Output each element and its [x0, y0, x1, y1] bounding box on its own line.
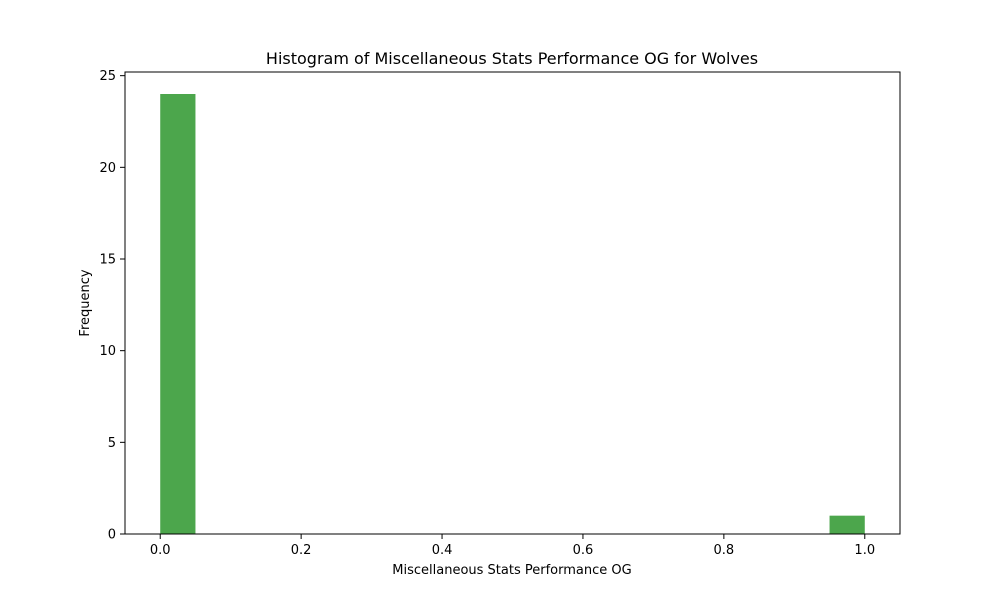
y-tick-label: 15: [99, 253, 116, 268]
y-axis-ticks: 0 5 10 15 20 25: [99, 69, 125, 543]
x-axis-ticks: 0.0 0.2 0.4 0.6 0.8 1.0: [150, 534, 875, 558]
histogram-bar-1: [829, 515, 865, 534]
y-tick-label: 25: [99, 69, 116, 84]
y-axis-label: Frequency: [78, 269, 93, 336]
y-tick-label: 0: [108, 528, 116, 543]
y-tick-label: 5: [108, 436, 116, 451]
x-tick-label: 0.0: [150, 543, 171, 558]
x-tick-label: 0.4: [432, 543, 453, 558]
y-tick-label: 20: [99, 161, 116, 176]
y-tick-label: 10: [99, 344, 116, 359]
histogram-bar-0: [160, 94, 196, 534]
x-tick-label: 0.6: [573, 543, 594, 558]
x-tick-label: 1.0: [854, 543, 875, 558]
plot-area-frame: [124, 71, 901, 535]
x-tick-label: 0.8: [714, 543, 735, 558]
x-axis-label: Miscellaneous Stats Performance OG: [392, 563, 631, 578]
bars-layer: [160, 94, 865, 534]
chart-title: Histogram of Miscellaneous Stats Perform…: [266, 49, 758, 68]
x-tick-label: 0.2: [291, 543, 312, 558]
